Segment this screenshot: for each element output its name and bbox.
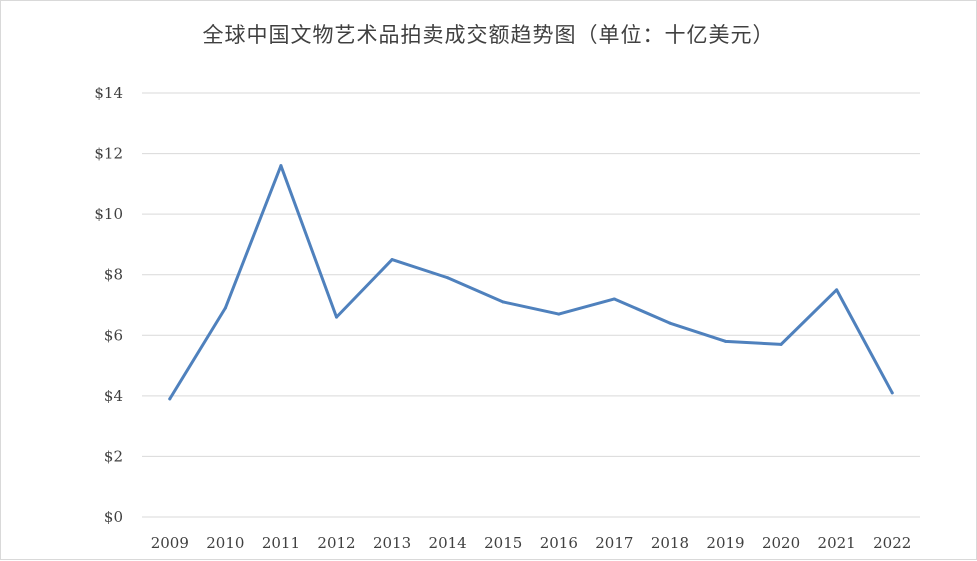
data-point <box>501 300 505 304</box>
x-tick-label: 2014 <box>429 534 467 552</box>
x-tick-label: 2010 <box>206 534 244 552</box>
series-line <box>168 164 894 401</box>
data-point <box>612 297 616 301</box>
x-tick-label: 2018 <box>651 534 689 552</box>
x-tick-label: 2016 <box>540 534 578 552</box>
x-tick-label: 2017 <box>595 534 633 552</box>
x-tick-label: 2020 <box>762 534 800 552</box>
data-point <box>557 312 561 316</box>
y-tick-label: $8 <box>104 266 123 284</box>
data-point <box>223 306 227 310</box>
data-point <box>390 258 394 262</box>
x-tick-label: 2009 <box>151 534 189 552</box>
x-tick-label: 2021 <box>818 534 856 552</box>
x-tick-label: 2011 <box>262 534 300 552</box>
x-tick-label: 2012 <box>317 534 355 552</box>
data-point <box>835 288 839 292</box>
data-point <box>724 339 727 343</box>
x-tick-label: 2019 <box>706 534 744 552</box>
data-point <box>890 391 894 395</box>
x-tick-label: 2015 <box>484 534 522 552</box>
y-tick-label: $2 <box>104 447 123 465</box>
x-tick-label: 2022 <box>873 534 911 552</box>
data-point <box>446 276 450 280</box>
y-tick-label: $6 <box>104 326 123 344</box>
y-tick-label: $0 <box>104 508 123 526</box>
data-point <box>335 315 338 319</box>
y-tick-label: $4 <box>104 387 123 405</box>
chart-title: 全球中国文物艺术品拍卖成交额趋势图（单位：十亿美元） <box>202 23 775 47</box>
data-point <box>168 397 172 401</box>
data-point <box>279 164 283 168</box>
y-tick-label: $14 <box>94 84 123 102</box>
data-point <box>668 321 672 325</box>
y-tick-label: $12 <box>94 145 123 163</box>
data-point <box>779 342 783 346</box>
y-tick-label: $10 <box>94 205 123 223</box>
x-tick-label: 2013 <box>373 534 411 552</box>
